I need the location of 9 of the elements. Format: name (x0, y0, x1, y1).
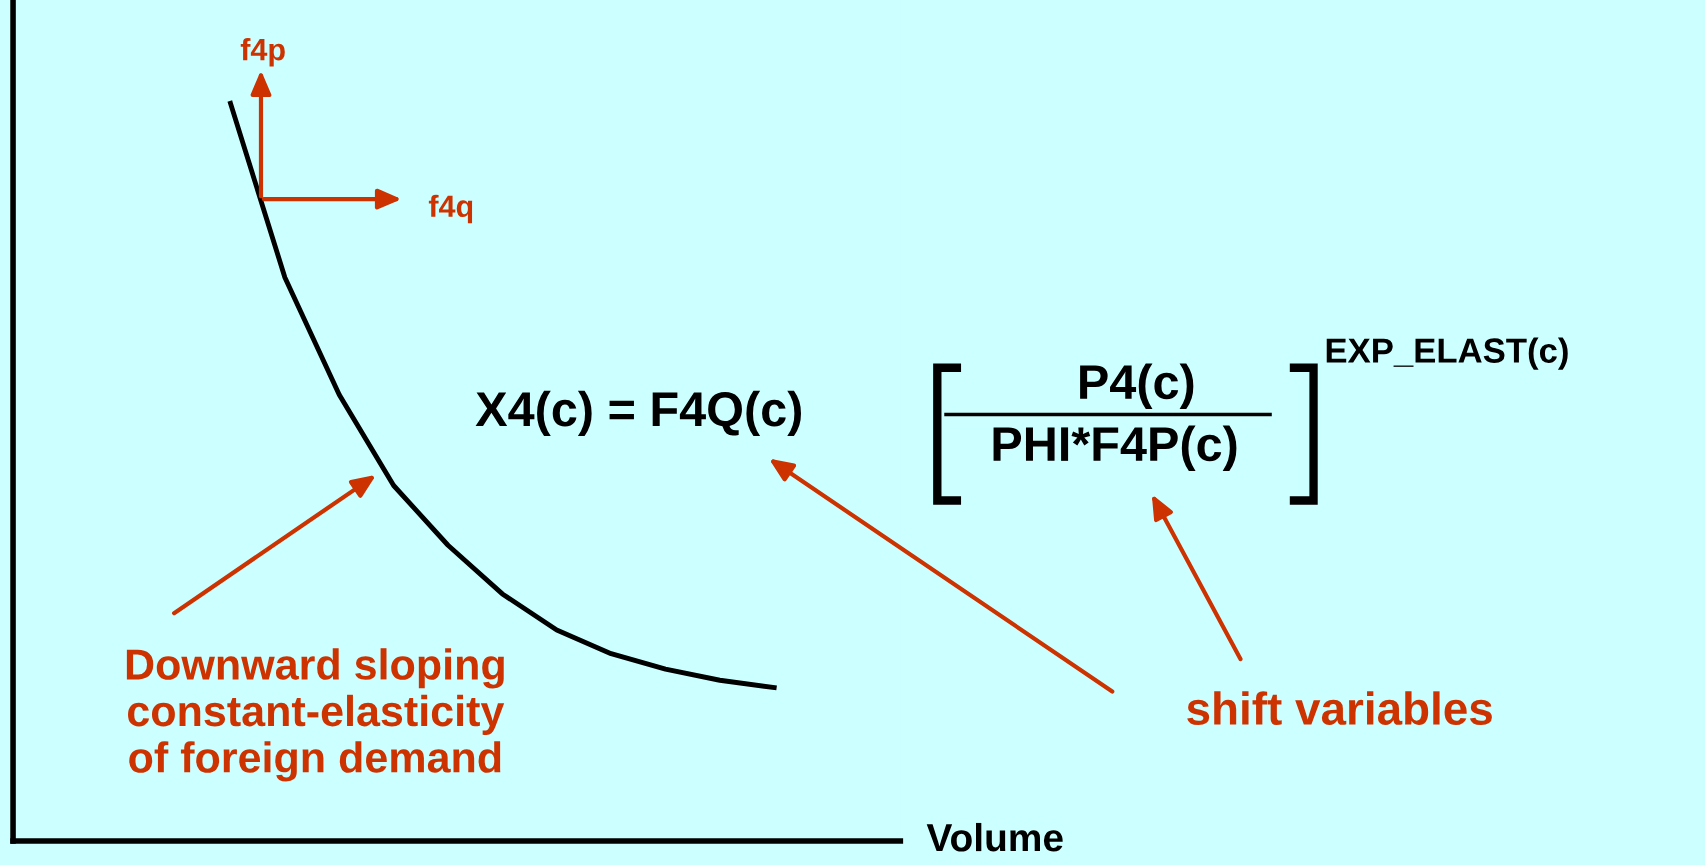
text: EXP_ELAST(c) (1326, 337, 1568, 370)
text: P4(c) (1080, 363, 1194, 409)
annotation: X4(c) = F4Q(c) (475, 390, 801, 437)
text: shift variables (1187, 691, 1492, 725)
x-axis-title: Volume (926, 822, 1063, 852)
annotation: Downward sloping constant-elasticity of foreign demand (126, 648, 505, 782)
annotation: f4q (428, 194, 473, 224)
text: f4p (240, 37, 285, 67)
text: PHI*F4P(c) (993, 425, 1237, 471)
